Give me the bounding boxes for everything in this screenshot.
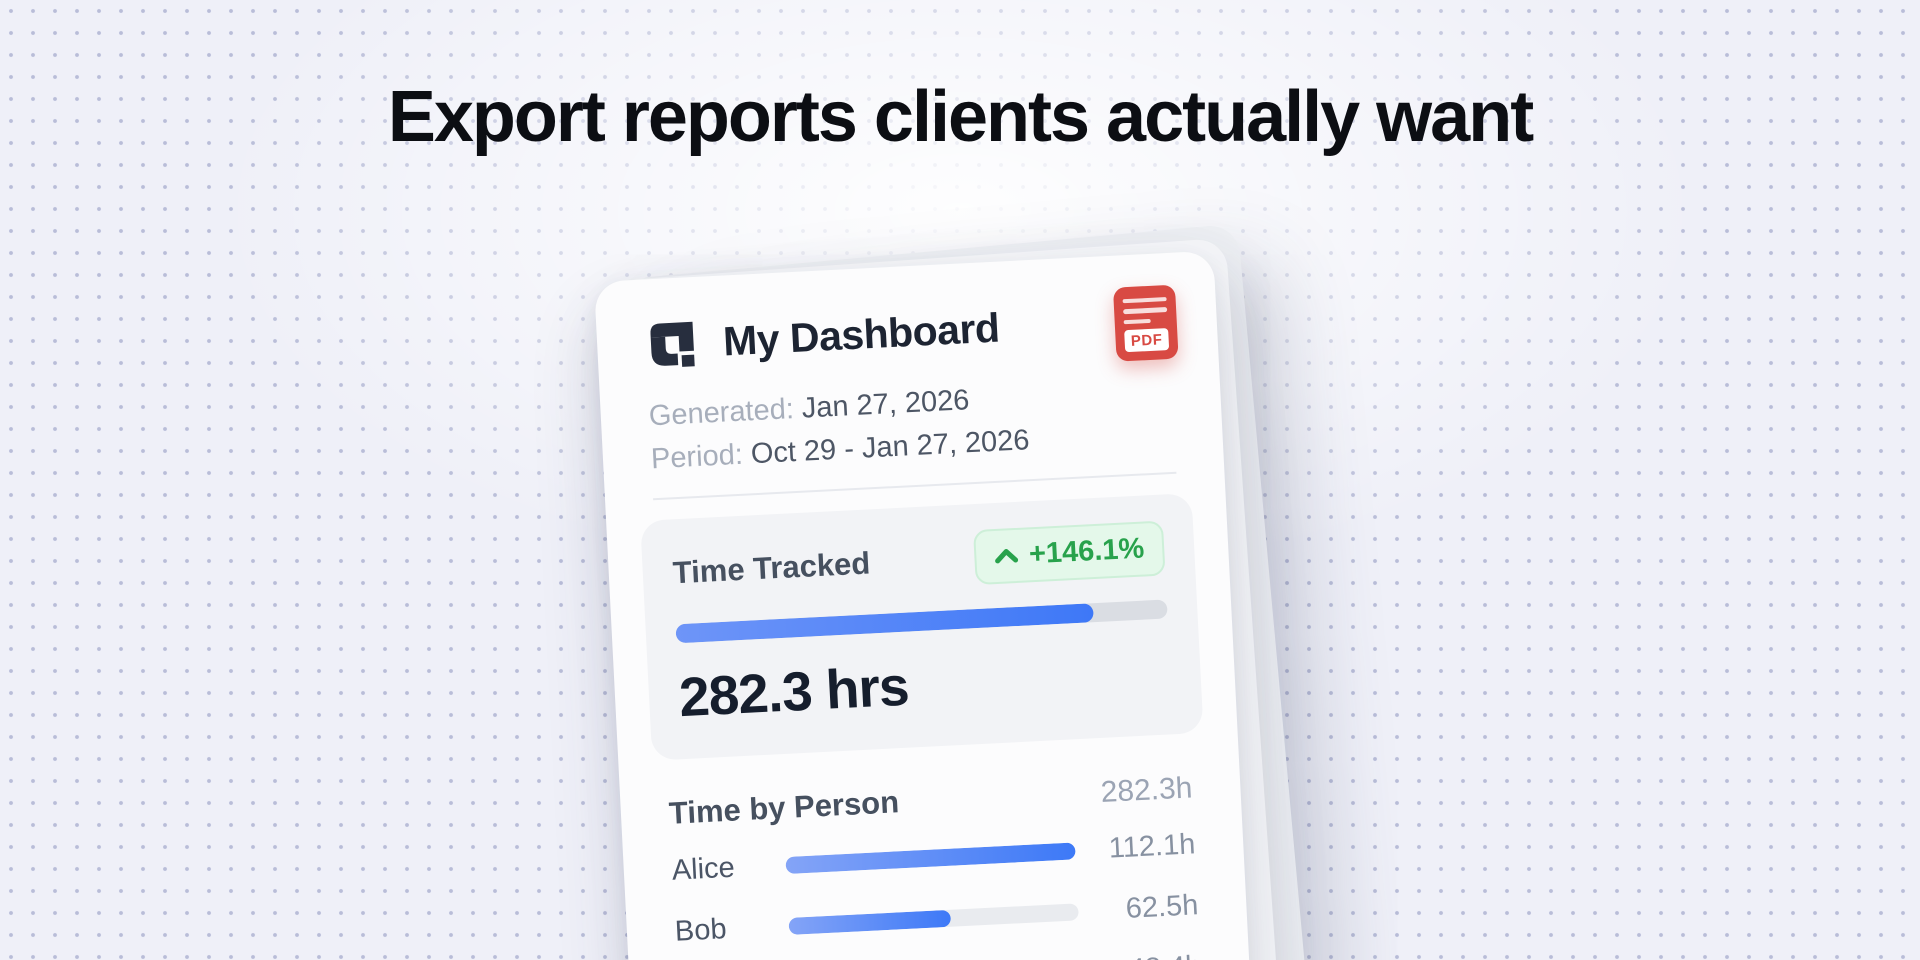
divider bbox=[653, 471, 1177, 501]
time-tracked-value: 282.3 hrs bbox=[677, 654, 910, 729]
person-name: Bob bbox=[674, 912, 728, 948]
pdf-label: PDF bbox=[1124, 328, 1170, 353]
period-value: Oct 29 - Jan 27, 2026 bbox=[750, 424, 1031, 471]
report-card-stack: My Dashboard PDF Generated: Jan 27, 2026… bbox=[594, 223, 1314, 960]
time-tracked-progress bbox=[675, 599, 1168, 644]
person-hours: 62.5h bbox=[1124, 888, 1200, 925]
time-tracked-panel: Time Tracked +146.1% 282.3 hrs bbox=[640, 493, 1204, 761]
person-hours: 112.1h bbox=[1107, 827, 1197, 865]
time-tracked-label: Time Tracked bbox=[671, 544, 872, 590]
card-header: My Dashboard PDF bbox=[644, 284, 1179, 375]
chevron-up-icon bbox=[994, 549, 1018, 564]
pdf-doc-line bbox=[1123, 318, 1152, 325]
person-bar-fill bbox=[788, 909, 952, 935]
person-bar bbox=[785, 841, 1076, 874]
generated-label: Generated: bbox=[648, 393, 795, 433]
trend-badge: +146.1% bbox=[972, 520, 1166, 586]
trend-value: +146.1% bbox=[1028, 532, 1145, 571]
pdf-doc-line bbox=[1123, 307, 1168, 314]
report-card: My Dashboard PDF Generated: Jan 27, 2026… bbox=[594, 250, 1256, 960]
headline: Export reports clients actually want bbox=[387, 77, 1534, 157]
time-by-person-total: 282.3h bbox=[1099, 771, 1194, 809]
report-meta: Generated: Jan 27, 2026 Period: Oct 29 -… bbox=[648, 373, 1175, 476]
person-bar-fill bbox=[785, 841, 1076, 874]
pdf-doc-line bbox=[1122, 297, 1167, 304]
generated-value: Jan 27, 2026 bbox=[801, 384, 971, 425]
time-by-person-label: Time by Person bbox=[668, 784, 900, 831]
pdf-file-icon[interactable]: PDF bbox=[1112, 284, 1179, 362]
time-tracked-progress-fill bbox=[675, 603, 1095, 644]
card-title: My Dashboard bbox=[721, 304, 1001, 365]
period-label: Period: bbox=[650, 438, 744, 476]
person-bar bbox=[788, 902, 1079, 935]
app-logo-icon bbox=[650, 321, 695, 367]
person-hours: 48.4h bbox=[1097, 950, 1203, 960]
person-name: Alice bbox=[671, 851, 736, 887]
